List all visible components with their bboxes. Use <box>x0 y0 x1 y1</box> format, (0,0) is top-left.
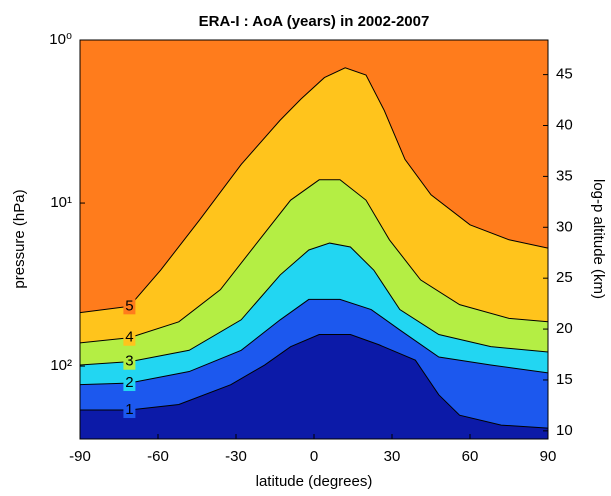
contour-label: 3 <box>125 353 133 370</box>
contour-label-bg <box>123 353 136 370</box>
contour-label-bg <box>123 329 136 346</box>
y2-tick-label: 35 <box>556 167 573 184</box>
x-axis-label: latitude (degrees) <box>256 473 373 490</box>
contour-label-bg <box>123 402 136 419</box>
y2-tick-label: 30 <box>556 218 573 235</box>
contour-label: 5 <box>125 297 133 314</box>
contour-label-bg <box>123 298 136 315</box>
x-tick-label: 90 <box>540 448 557 465</box>
y-axis-label: pressure (hPa) <box>11 189 28 288</box>
y-tick-label: 10² <box>50 357 72 374</box>
y2-tick-label: 25 <box>556 269 573 286</box>
contour-band <box>80 40 548 313</box>
contour-line <box>79 179 549 344</box>
y2-tick-label: 20 <box>556 320 573 337</box>
x-tick-label: -90 <box>69 448 91 465</box>
contour-label-bg <box>123 375 136 392</box>
contour-label: 1 <box>125 401 133 418</box>
y2-axis-label: log-p altitude (km) <box>590 179 607 299</box>
contour-line <box>79 67 549 314</box>
contour-label: 2 <box>125 374 133 391</box>
x-tick-label: 0 <box>310 448 318 465</box>
x-tick-label: 60 <box>462 448 479 465</box>
y2-tick-label: 40 <box>556 116 573 133</box>
x-tick-label: -30 <box>225 448 247 465</box>
x-tick-label: 30 <box>384 448 401 465</box>
contour-line <box>80 333 549 429</box>
y-tick-label: 10¹ <box>50 194 72 211</box>
contour-line <box>79 242 549 366</box>
contour-line <box>79 298 549 386</box>
y-tick-label: 10⁰ <box>49 31 72 48</box>
contour-label: 4 <box>125 329 133 346</box>
chart-title: ERA-I : AoA (years) in 2002-2007 <box>199 13 430 30</box>
x-tick-label: -60 <box>147 448 169 465</box>
y2-tick-label: 45 <box>556 66 573 83</box>
y2-tick-label: 10 <box>556 422 573 439</box>
y2-tick-label: 15 <box>556 371 573 388</box>
